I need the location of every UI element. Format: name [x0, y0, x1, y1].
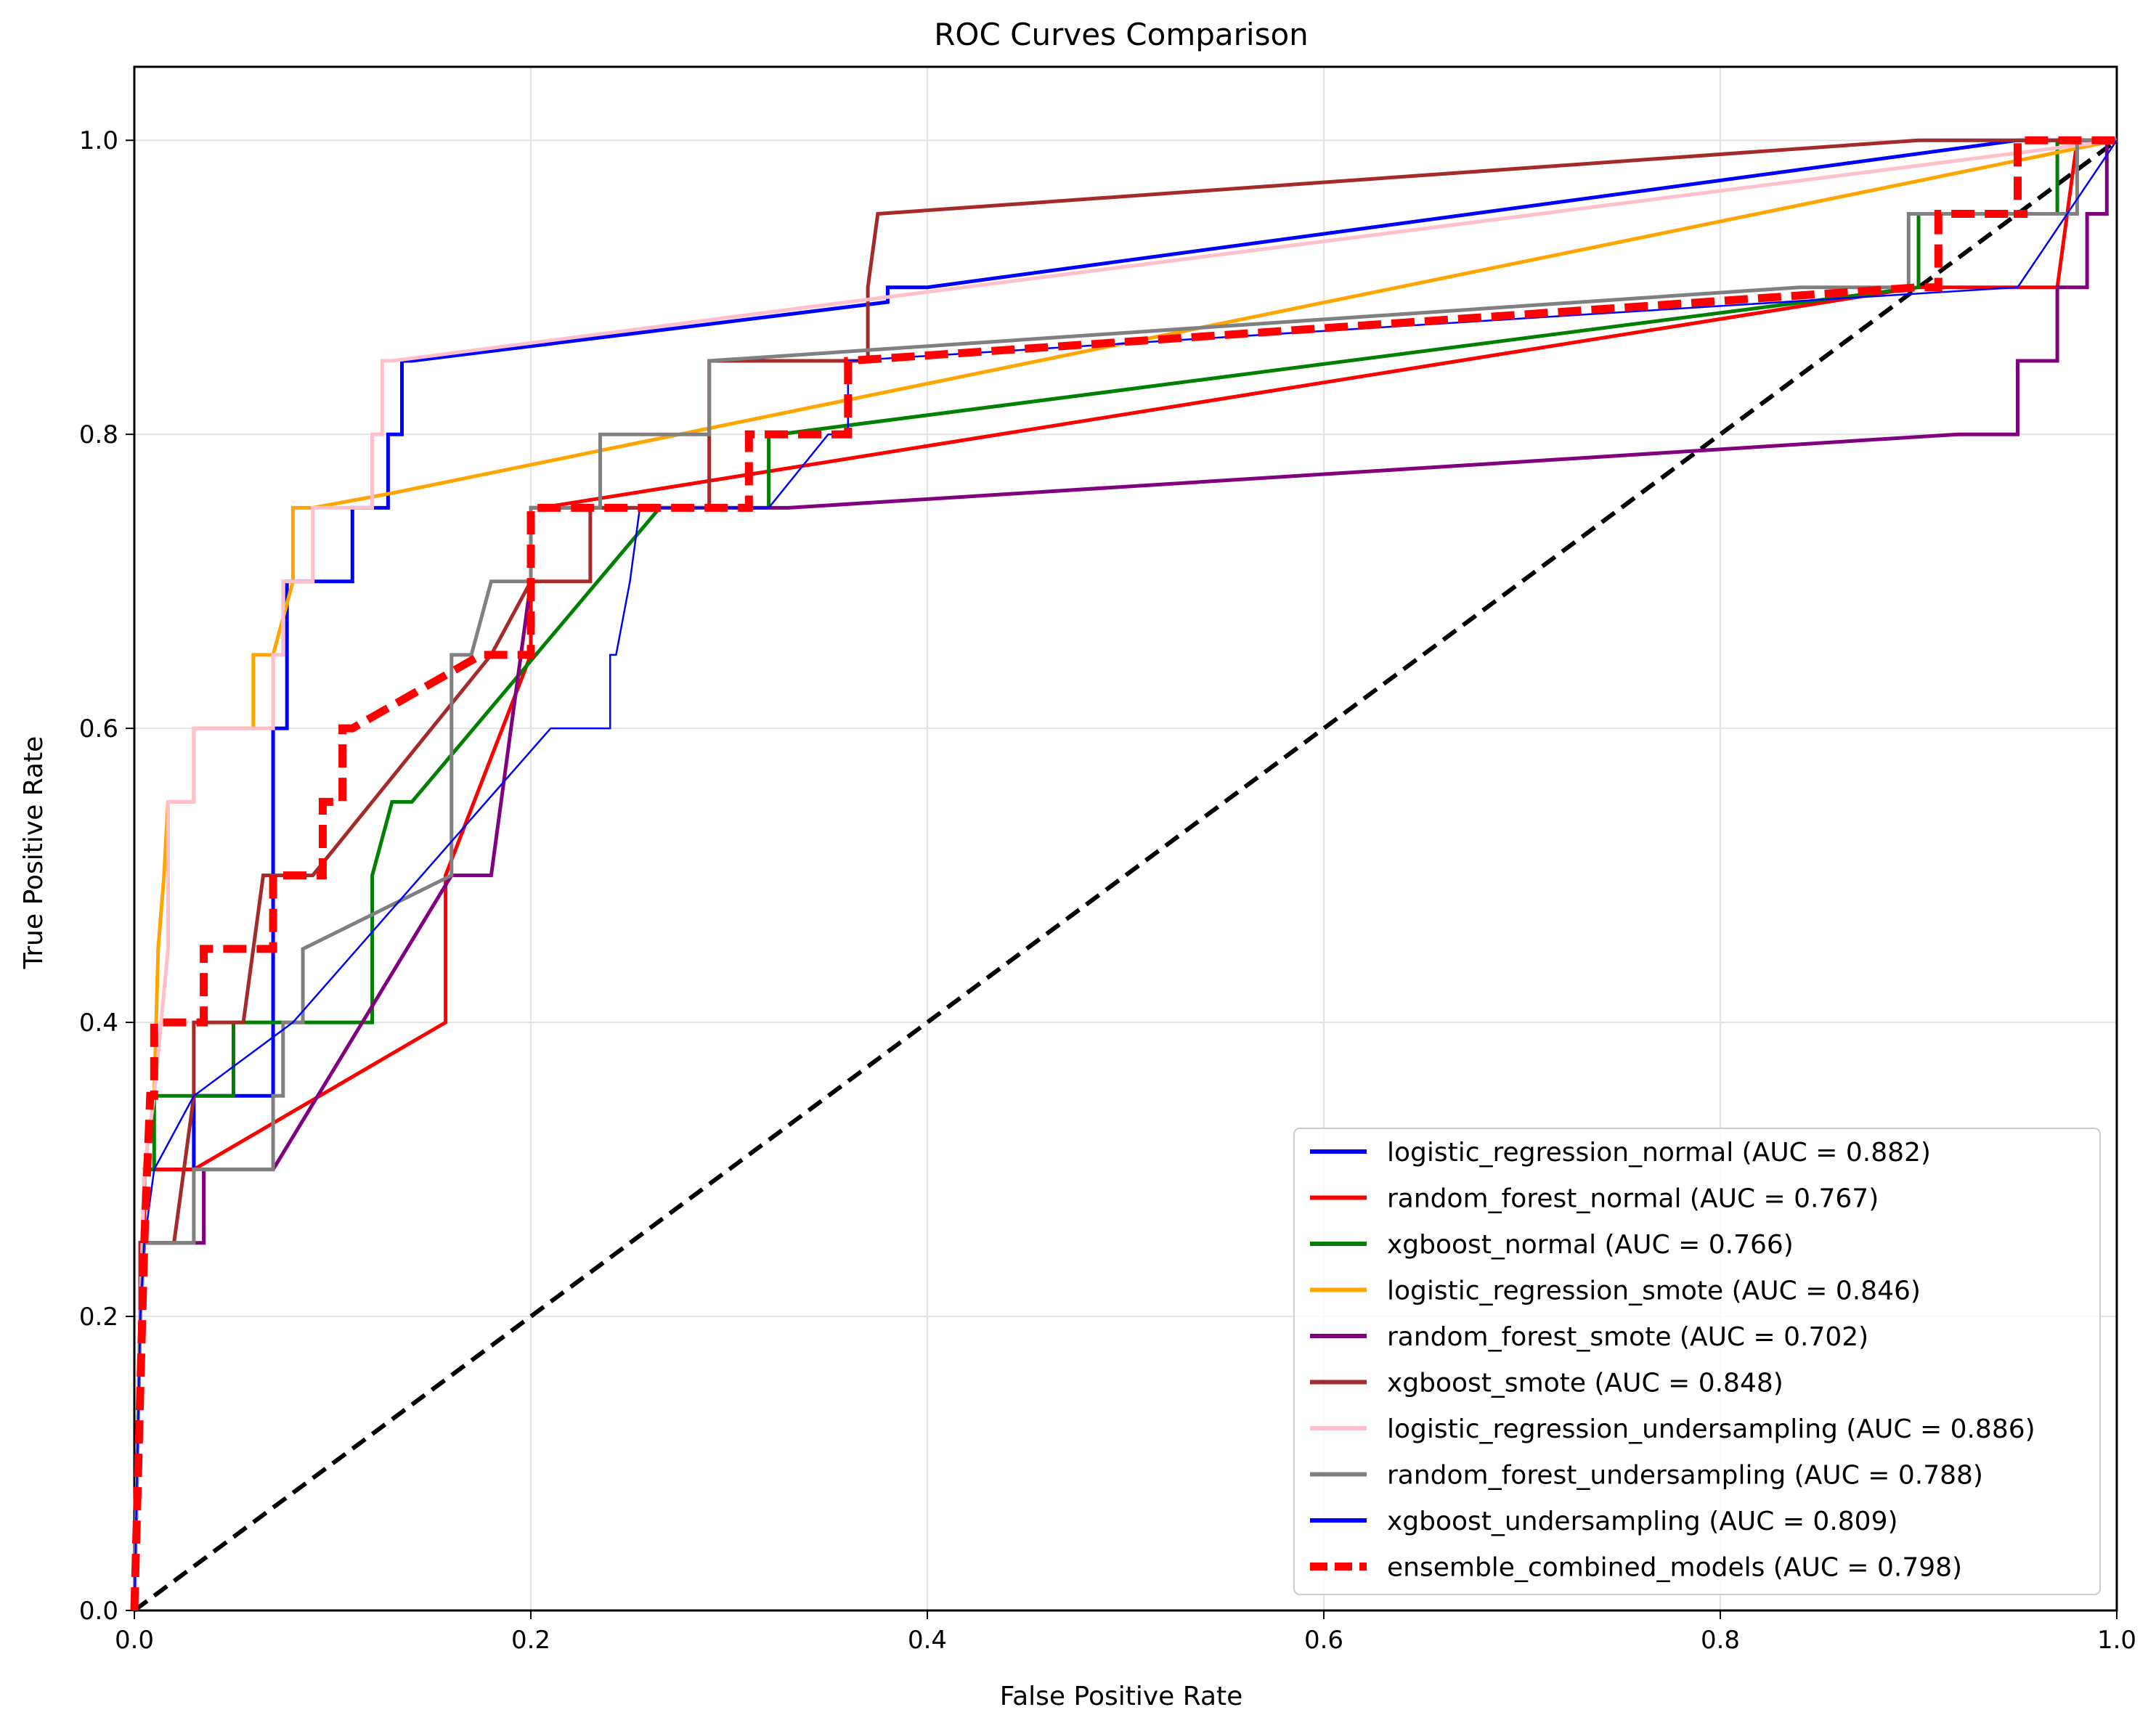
y-tick-label: 0.6 — [79, 714, 118, 744]
legend-box — [1293, 1128, 2101, 1595]
y-tick-label: 1.0 — [79, 126, 118, 155]
roc-curve-line — [132, 138, 2117, 1611]
plot-frame — [133, 65, 2118, 1612]
x-tick-label: 0.6 — [1304, 1626, 1343, 1655]
legend-label: random_forest_smote (AUC = 0.702) — [1387, 1322, 1868, 1352]
diagonal-reference-line — [133, 138, 2118, 1613]
legend-label: logistic_regression_smote (AUC = 0.846) — [1387, 1276, 1921, 1306]
roc-curve-line — [132, 138, 2118, 1611]
axis-ticks: 0.0 0.2 0.4 0.6 0.8 1.0 0.0 0.2 0.4 0.6 0.8 1.0 — [79, 126, 2136, 1655]
legend-label: xgboost_smote (AUC = 0.848) — [1387, 1369, 1783, 1398]
series-lines — [130, 136, 2118, 1613]
roc-curve-line — [132, 138, 2117, 1611]
y-tick-label: 0.8 — [79, 420, 118, 449]
x-tick-label: 0.8 — [1701, 1626, 1740, 1655]
legend-label: ensemble_combined_models (AUC = 0.798) — [1387, 1553, 1962, 1583]
x-tick-label: 1.0 — [2097, 1626, 2136, 1655]
legend: logistic_regression_normal (AUC = 0.882)… — [1293, 1128, 2101, 1595]
chart-title: ROC Curves Comparison — [934, 17, 1309, 52]
y-tick-label: 0.2 — [79, 1303, 118, 1332]
y-tick-label: 0.4 — [79, 1009, 118, 1038]
grid-lines — [134, 67, 2118, 1611]
legend-label: xgboost_normal (AUC = 0.766) — [1387, 1230, 1794, 1260]
x-tick-label: 0.4 — [908, 1626, 947, 1655]
x-axis-label: False Positive Rate — [1000, 1682, 1243, 1711]
x-tick-label: 0.0 — [115, 1626, 154, 1655]
x-tick-label: 0.2 — [511, 1626, 550, 1655]
legend-label: logistic_regression_normal (AUC = 0.882) — [1387, 1138, 1931, 1168]
legend-label: logistic_regression_undersampling (AUC =… — [1387, 1414, 2035, 1444]
y-axis-label: True Positive Rate — [19, 736, 49, 970]
y-tick-label: 0.0 — [79, 1597, 118, 1626]
legend-label: random_forest_normal (AUC = 0.767) — [1387, 1184, 1879, 1214]
roc-curve-line — [130, 136, 2117, 1611]
legend-label: xgboost_undersampling (AUC = 0.809) — [1387, 1507, 1898, 1536]
roc-curve-line — [132, 138, 2117, 1611]
axes-frame — [133, 65, 2118, 1612]
legend-label: random_forest_undersampling (AUC = 0.788… — [1387, 1461, 1983, 1491]
roc-curve-line — [132, 138, 2117, 1611]
